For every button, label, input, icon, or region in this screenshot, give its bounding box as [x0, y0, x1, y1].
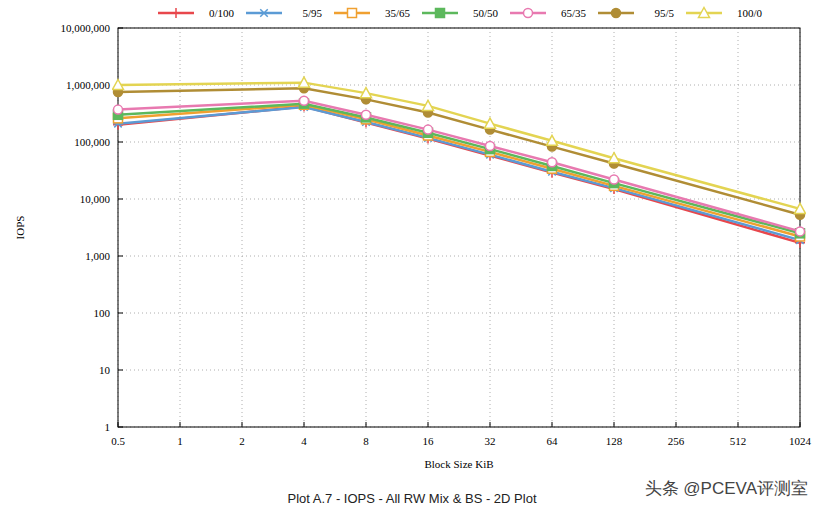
y-axis-label: IOPS	[14, 216, 26, 240]
marker	[610, 175, 619, 184]
grid-line	[490, 28, 491, 427]
marker	[300, 96, 309, 105]
marker	[362, 110, 371, 119]
chart: 0.5124816326412825651210241101001,00010,…	[0, 0, 822, 513]
tick	[490, 422, 491, 427]
series-line	[118, 83, 800, 209]
legend-marker	[612, 9, 621, 18]
marker	[423, 100, 434, 110]
tick	[118, 142, 123, 143]
series	[113, 101, 805, 247]
x-tick-label: 1	[177, 435, 183, 447]
tick	[428, 422, 429, 427]
tick	[366, 422, 367, 427]
grid-line	[428, 28, 429, 427]
y-tick-label: 10,000	[80, 193, 111, 205]
legend-marker	[259, 9, 269, 17]
marker	[114, 105, 123, 114]
x-tick-label: 1024	[789, 435, 812, 447]
marker	[486, 142, 495, 151]
tick	[738, 422, 739, 427]
tick	[676, 422, 677, 427]
y-tick-label: 100	[94, 307, 111, 319]
series-line	[118, 105, 800, 237]
grid-line	[118, 256, 800, 257]
grid	[118, 28, 800, 427]
series-line	[118, 106, 800, 242]
marker	[299, 77, 310, 87]
legend-marker	[436, 9, 445, 18]
marker	[548, 158, 557, 167]
x-tick-label: 32	[485, 435, 496, 447]
tick	[552, 422, 553, 427]
tick	[180, 422, 181, 427]
x-tick-label: 2	[239, 435, 245, 447]
data	[113, 77, 806, 248]
legend-label: 5/95	[302, 7, 322, 19]
tick	[118, 313, 123, 314]
grid-line	[676, 28, 677, 427]
grid-line	[118, 313, 800, 314]
series-line	[118, 88, 800, 215]
legend-label: 50/50	[473, 7, 499, 19]
legend-marker	[348, 9, 357, 18]
grid-line	[118, 370, 800, 371]
legend-label: 100/0	[737, 7, 763, 19]
series	[113, 77, 806, 213]
tick	[304, 422, 305, 427]
marker	[547, 135, 558, 145]
grid-line	[614, 28, 615, 427]
title: Plot A.7 - IOPS - All RW Mix & BS - 2D P…	[288, 491, 537, 506]
tick	[118, 256, 123, 257]
marker	[485, 118, 496, 128]
marker	[796, 227, 805, 236]
plot-frame	[118, 28, 800, 427]
tick	[118, 370, 123, 371]
x-tick-label: 128	[606, 435, 623, 447]
tick	[118, 199, 123, 200]
marker	[795, 203, 806, 213]
x-axis-label: Block Size KiB	[424, 458, 493, 470]
grid-line	[242, 28, 243, 427]
legend: 0/100 5/95 35/65 50/50 65/35 95/5 100/0	[158, 7, 762, 19]
x-tick-label: 16	[423, 435, 435, 447]
tick	[242, 422, 243, 427]
legend-marker	[171, 8, 181, 18]
y-tick-label: 10	[99, 364, 111, 376]
marker	[424, 125, 433, 134]
legend-marker	[524, 9, 533, 18]
series-line	[118, 104, 800, 234]
x-tick-label: 0.5	[111, 435, 125, 447]
tick	[614, 422, 615, 427]
legend-label: 65/35	[561, 7, 587, 19]
y-tick-label: 1	[105, 421, 111, 433]
x-tick-label: 64	[547, 435, 559, 447]
series	[114, 96, 805, 236]
series-line	[118, 107, 800, 240]
series	[113, 103, 805, 244]
x-tick-label: 8	[363, 435, 369, 447]
legend-label: 35/65	[385, 7, 411, 19]
marker	[609, 153, 620, 163]
y-tick-label: 1,000,000	[66, 79, 111, 91]
series	[114, 84, 805, 220]
x-tick-label: 4	[301, 435, 307, 447]
grid-line	[180, 28, 181, 427]
marker	[361, 88, 372, 98]
watermark: 头条 @PCEVA评测室	[645, 479, 808, 498]
grid-line	[118, 199, 800, 200]
legend-marker	[699, 8, 710, 18]
y-tick-label: 1,000	[85, 250, 110, 262]
grid-line	[738, 28, 739, 427]
x-tick-label: 256	[668, 435, 685, 447]
y-tick-label: 100,000	[74, 136, 110, 148]
x-tick-label: 512	[730, 435, 747, 447]
marker	[113, 80, 124, 90]
grid-line	[552, 28, 553, 427]
legend-label: 0/100	[209, 7, 235, 19]
y-tick-label: 10,000,000	[61, 22, 111, 34]
legend-label: 95/5	[654, 7, 674, 19]
